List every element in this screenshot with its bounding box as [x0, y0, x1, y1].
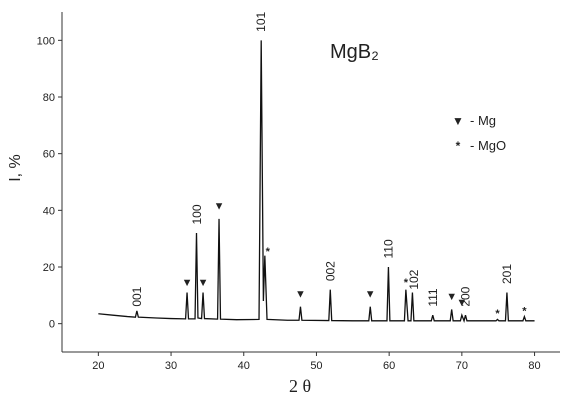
x-tick-label: 50 [310, 360, 322, 372]
y-tick-label: 20 [43, 262, 55, 274]
data-line [98, 40, 535, 323]
phase-marker: ▼ [214, 201, 225, 213]
legend-symbol: * [456, 139, 461, 153]
x-tick-label: 30 [165, 360, 177, 372]
legend-label: - Mg [470, 113, 496, 128]
phase-marker: ▼ [446, 291, 457, 303]
peak-label: 100 [190, 204, 204, 224]
phase-marker: * [404, 277, 409, 289]
x-tick-label: 80 [528, 360, 540, 372]
phase-marker: ▼ [456, 297, 467, 309]
x-tick-label: 60 [383, 360, 395, 372]
peak-label: 002 [323, 261, 337, 281]
phase-marker: ▼ [182, 277, 193, 289]
y-tick-label: 80 [43, 92, 55, 104]
peak-label: 201 [500, 264, 514, 284]
chart-title: MgB₂ [330, 41, 379, 63]
x-tick-label: 70 [456, 360, 468, 372]
peak-label: 200 [458, 286, 472, 306]
legend-label: - MgO [470, 138, 506, 153]
y-tick-label: 100 [37, 35, 55, 47]
y-tick-label: 60 [43, 149, 55, 161]
x-tick-label: 20 [92, 360, 104, 372]
x-axis-label: 2 θ [289, 376, 311, 396]
phase-marker: * [522, 305, 527, 317]
legend-symbol: ▼ [452, 114, 464, 128]
y-axis-label: I, % [7, 154, 24, 182]
phase-marker: * [495, 308, 500, 320]
y-tick-label: 40 [43, 205, 55, 217]
phase-marker: * [266, 246, 271, 258]
y-tick-label: 0 [49, 319, 55, 331]
phase-marker: ▼ [295, 288, 306, 300]
peak-label: 101 [254, 11, 268, 31]
x-tick-label: 40 [238, 360, 250, 372]
peak-label: 001 [130, 286, 144, 306]
peak-label: 111 [426, 288, 440, 307]
peak-label: 110 [381, 239, 395, 258]
phase-marker: ▼ [198, 277, 209, 289]
phase-marker: ▼ [365, 288, 376, 300]
peak-label: 102 [407, 269, 421, 289]
